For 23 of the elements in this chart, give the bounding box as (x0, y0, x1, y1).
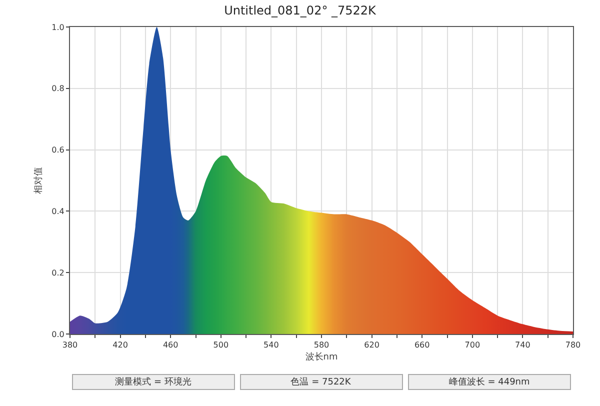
x-tick-label: 660 (414, 340, 430, 350)
y-tick-label: 0.0 (52, 330, 64, 339)
x-tick-label: 780 (565, 340, 581, 350)
x-tick-label: 380 (62, 340, 78, 350)
x-tick-label: 700 (464, 340, 480, 350)
y-tick-label: 0.8 (52, 84, 64, 94)
chart-title: Untitled_081_02° _7522K (224, 3, 378, 18)
x-tick-label: 740 (515, 340, 530, 350)
x-tick-label: 620 (364, 340, 380, 350)
x-tick-label: 580 (314, 340, 330, 350)
y-tick-label: 0.6 (52, 146, 64, 155)
x-axis-title: 波长nm (305, 351, 338, 362)
x-tick-label: 460 (162, 340, 178, 350)
y-axis-title: 相对值 (33, 167, 44, 194)
y-tick-label: 1.0 (52, 22, 64, 32)
x-tick-label: 420 (112, 340, 128, 350)
text: 测量模式 = 环境光 (115, 376, 192, 388)
y-tick-label: 0.2 (52, 268, 64, 278)
x-tick-label: 540 (264, 340, 279, 350)
y-tick-label: 0.4 (52, 207, 64, 216)
x-tick-label: 500 (213, 340, 229, 350)
text: 色温 = 7522K (290, 376, 352, 388)
text: 峰值波长 = 449nm (448, 376, 530, 388)
